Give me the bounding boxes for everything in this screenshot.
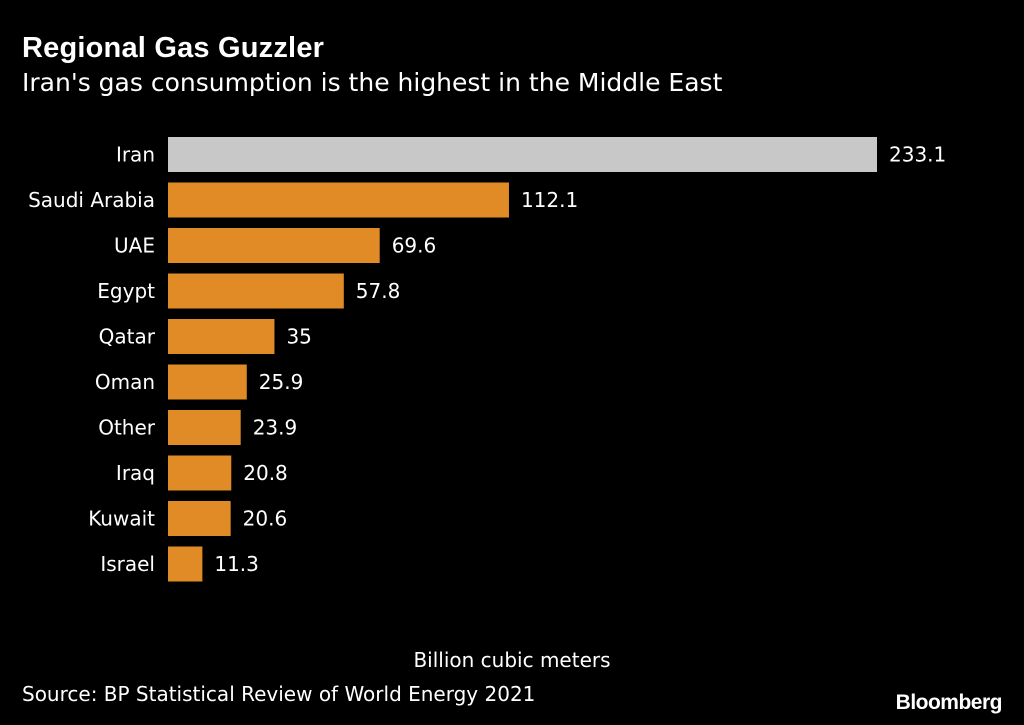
category-label-kuwait: Kuwait [88, 507, 155, 531]
chart-subtitle: Iran's gas consumption is the highest in… [22, 68, 723, 97]
value-label-egypt: 57.8 [356, 279, 401, 303]
category-label-iran: Iran [116, 143, 155, 167]
value-label-kuwait: 20.6 [243, 507, 288, 531]
bar-saudi-arabia [168, 182, 509, 218]
bar-uae [168, 228, 380, 263]
category-label-uae: UAE [114, 234, 155, 258]
category-label-other: Other [98, 416, 156, 440]
value-label-qatar: 35 [286, 325, 311, 349]
value-label-oman: 25.9 [259, 370, 304, 394]
bar-chart: Iran 233.1 Saudi Arabia 112.1 UAE 69.6 Egypt 57… [28, 137, 946, 582]
bar-oman [168, 364, 247, 400]
category-label-egypt: Egypt [97, 279, 155, 303]
category-label-israel: Israel [100, 552, 155, 576]
bar-iran [168, 137, 877, 172]
bar-qatar [168, 319, 275, 354]
category-label-qatar: Qatar [99, 325, 156, 349]
x-axis-label: Billion cubic meters [413, 648, 611, 672]
value-label-saudi-arabia: 112.1 [521, 188, 578, 212]
bar-israel [168, 546, 203, 582]
bar-other [168, 410, 241, 445]
bar-egypt [168, 273, 344, 309]
source-note: Source: BP Statistical Review of World E… [22, 682, 536, 706]
chart-title: Regional Gas Guzzler [22, 32, 325, 64]
value-label-uae: 69.6 [392, 234, 437, 258]
bar-kuwait [168, 501, 231, 536]
bloomberg-logo: Bloomberg [895, 691, 1003, 714]
bar-iraq [168, 455, 232, 491]
value-label-other: 23.9 [253, 416, 298, 440]
value-label-iraq: 20.8 [243, 461, 288, 485]
category-label-saudi-arabia: Saudi Arabia [28, 188, 155, 212]
value-label-israel: 11.3 [214, 552, 259, 576]
category-label-oman: Oman [95, 370, 155, 394]
value-label-iran: 233.1 [889, 143, 946, 167]
category-label-iraq: Iraq [116, 461, 155, 485]
